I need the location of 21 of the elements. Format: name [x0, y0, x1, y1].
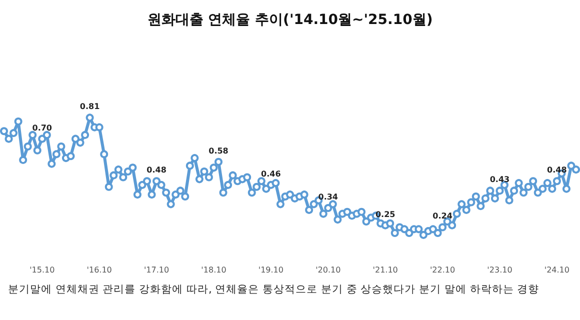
data-label: 0.81	[80, 102, 100, 112]
data-label: 0.70	[32, 123, 52, 132]
x-tick-label: '15.10	[30, 266, 55, 274]
data-label: 0.58	[208, 146, 229, 156]
x-tick-label: '22.10	[430, 266, 456, 274]
data-label: 0.24	[432, 212, 453, 221]
chart-title: 원화대출 연체율 추이('14.10월~'25.10월)	[147, 12, 433, 28]
data-label: 0.34	[318, 192, 338, 202]
data-label: 0.43	[490, 175, 510, 184]
data-label: 0.46	[261, 169, 282, 178]
x-tick-label: '18.10	[201, 266, 226, 274]
x-tick-label: '23.10	[487, 266, 512, 274]
text: 분기말에 연체채권 관리를 강화함에 따라, 연체율은 통상적으로 분기 중 상승했다가 분기 말에 하락하는 경향	[8, 284, 540, 296]
x-tick-label: '20.10	[316, 266, 341, 274]
x-tick-label: '21.10	[372, 266, 398, 274]
x-tick-label: '16.10	[86, 266, 112, 274]
x-tick-label: '19.10	[258, 266, 284, 274]
x-tick-label: '17.10	[144, 266, 170, 274]
x-tick-label: '24.10	[544, 266, 570, 274]
data-label: 0.48	[146, 166, 167, 175]
data-label: 0.48	[547, 166, 568, 175]
